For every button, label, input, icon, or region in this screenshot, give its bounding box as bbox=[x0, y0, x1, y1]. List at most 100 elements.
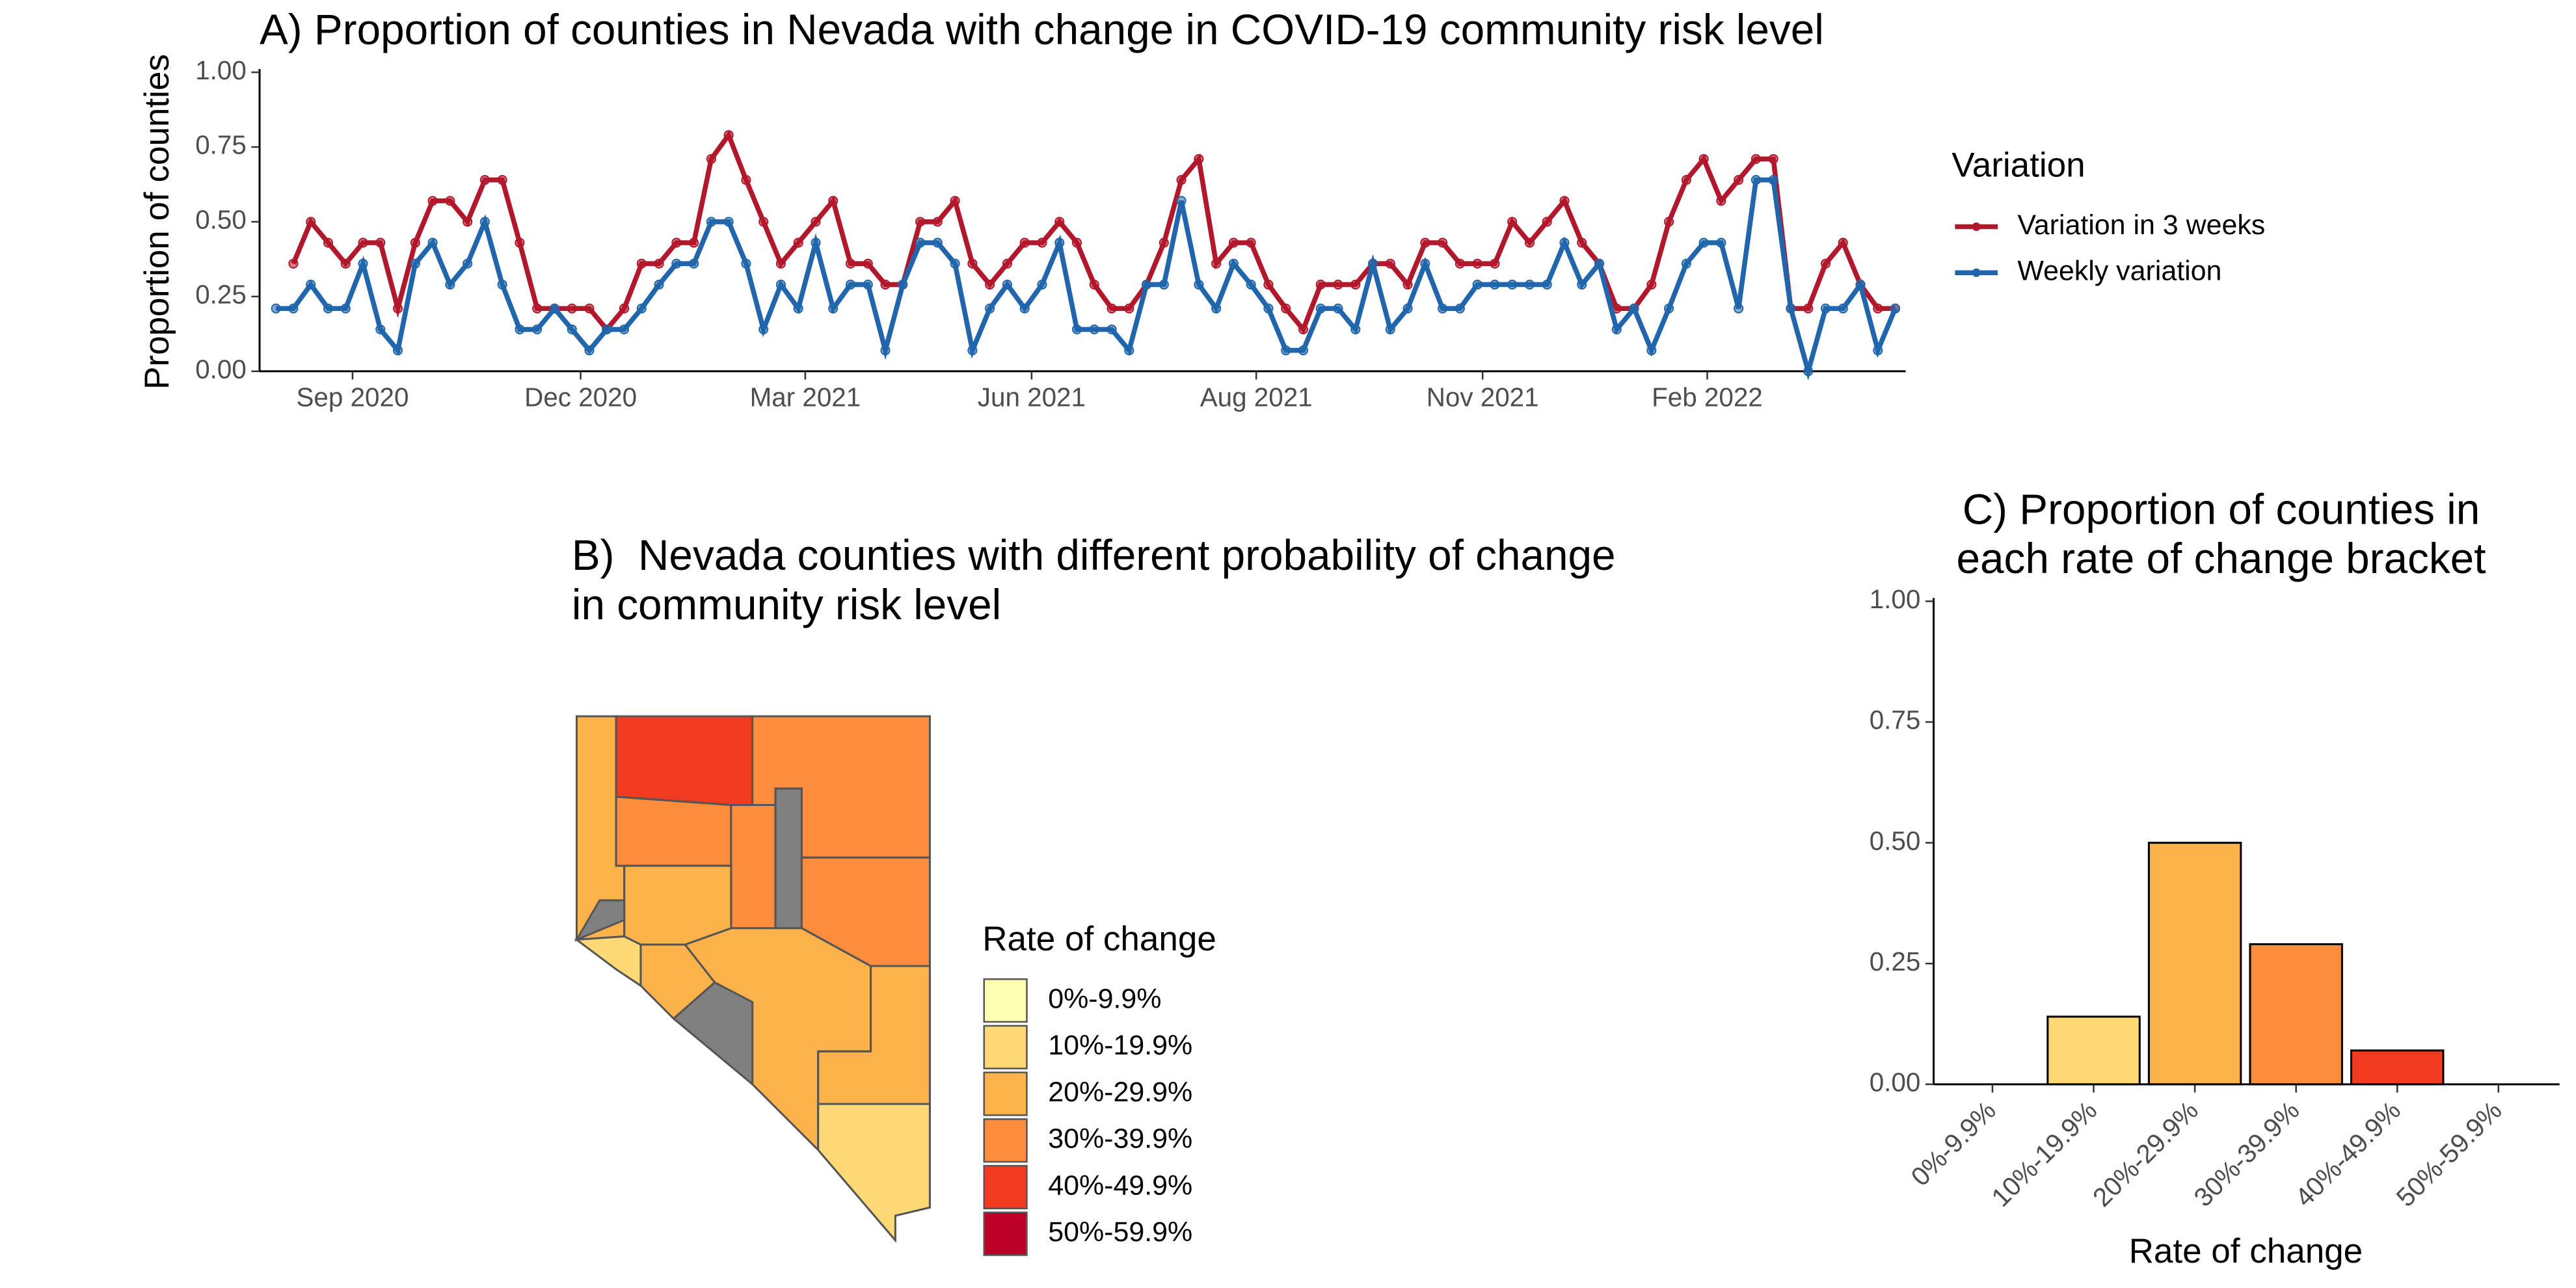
data-point bbox=[758, 324, 769, 334]
data-point bbox=[1838, 303, 1848, 314]
tick-label: Mar 2021 bbox=[750, 382, 861, 412]
x-tick-label: 30%-39.9% bbox=[2188, 1095, 2305, 1213]
data-point bbox=[1385, 258, 1395, 269]
county bbox=[574, 899, 626, 942]
county bbox=[730, 803, 777, 930]
data-point bbox=[567, 324, 577, 334]
data-point bbox=[828, 303, 839, 314]
data-point bbox=[288, 303, 299, 314]
data-point bbox=[1438, 303, 1448, 314]
data-point bbox=[1820, 303, 1831, 314]
data-point bbox=[1646, 279, 1657, 290]
tick-label: 0.75 bbox=[1870, 705, 1921, 735]
data-point bbox=[863, 258, 873, 269]
tick-label: 0.25 bbox=[195, 280, 247, 310]
data-point bbox=[723, 217, 734, 227]
legend-swatch bbox=[983, 1071, 1028, 1116]
tick-label: 0.00 bbox=[1870, 1067, 1921, 1097]
data-point bbox=[1524, 237, 1535, 248]
data-point bbox=[1194, 154, 1204, 164]
chart-title: C) Proportion of counties in bbox=[1963, 485, 2480, 533]
data-point bbox=[567, 303, 577, 314]
data-point bbox=[932, 237, 943, 248]
data-point bbox=[1194, 279, 1204, 290]
data-point bbox=[1559, 196, 1570, 206]
data-point bbox=[1698, 237, 1709, 248]
legend-swatch bbox=[983, 1025, 1028, 1069]
data-point bbox=[811, 217, 821, 227]
data-point bbox=[1594, 258, 1605, 269]
data-point bbox=[619, 324, 630, 334]
tick-label: 1.00 bbox=[1870, 584, 1921, 614]
data-point bbox=[1855, 279, 1866, 290]
data-point bbox=[758, 217, 769, 227]
data-point bbox=[463, 217, 473, 227]
data-point bbox=[1124, 303, 1134, 314]
data-point bbox=[1037, 279, 1047, 290]
data-point bbox=[950, 258, 960, 269]
data-point bbox=[392, 303, 403, 314]
data-point bbox=[1176, 175, 1187, 185]
legend-label: 20%-29.9% bbox=[1048, 1077, 1192, 1108]
data-point bbox=[1559, 237, 1570, 248]
legend-label: 10%-19.9% bbox=[1048, 1030, 1192, 1061]
data-point bbox=[1159, 279, 1169, 290]
data-point bbox=[1263, 303, 1274, 314]
data-point bbox=[1246, 279, 1256, 290]
tick-label: 0.75 bbox=[195, 130, 247, 160]
tick-label: 0.50 bbox=[195, 205, 247, 235]
data-point bbox=[845, 279, 856, 290]
data-point bbox=[636, 303, 647, 314]
data-point bbox=[584, 303, 595, 314]
data-point bbox=[654, 279, 664, 290]
x-tick-label: 50%-59.9% bbox=[2391, 1095, 2508, 1213]
data-point bbox=[1681, 258, 1691, 269]
x-tick-label: 0%-9.9% bbox=[1905, 1095, 2001, 1192]
legend-label: 0%-9.9% bbox=[1048, 983, 1161, 1014]
data-point bbox=[1716, 196, 1726, 206]
data-point bbox=[793, 237, 803, 248]
data-point bbox=[1350, 279, 1361, 290]
data-point bbox=[689, 237, 699, 248]
data-point bbox=[1768, 175, 1778, 185]
data-point bbox=[915, 237, 926, 248]
data-point bbox=[323, 237, 334, 248]
data-point bbox=[671, 237, 682, 248]
x-tick-label: 10%-19.9% bbox=[1985, 1095, 2102, 1213]
data-point bbox=[1420, 237, 1430, 248]
series-line bbox=[291, 129, 1896, 334]
data-point bbox=[1002, 258, 1012, 269]
data-point bbox=[932, 217, 943, 227]
legend-swatch bbox=[983, 1164, 1028, 1210]
data-point bbox=[1281, 345, 1291, 356]
data-point bbox=[375, 237, 386, 248]
county bbox=[615, 796, 732, 867]
legend-label: 30%-39.9% bbox=[1048, 1123, 1192, 1155]
data-point bbox=[1490, 258, 1500, 269]
bar bbox=[2147, 842, 2242, 1086]
data-point bbox=[1071, 324, 1082, 334]
tick-label: 0.00 bbox=[195, 354, 247, 384]
data-point bbox=[271, 303, 281, 314]
nevada-map bbox=[574, 715, 931, 1243]
data-point bbox=[306, 279, 316, 290]
county bbox=[574, 935, 642, 988]
legend-label: 50%-59.9% bbox=[1048, 1216, 1192, 1248]
data-point bbox=[1734, 175, 1744, 185]
data-point bbox=[584, 345, 595, 356]
data-point bbox=[1124, 345, 1134, 356]
data-point bbox=[427, 237, 438, 248]
chart-title: each rate of change bracket bbox=[1957, 535, 2486, 582]
data-point bbox=[1524, 279, 1535, 290]
data-point bbox=[654, 258, 664, 269]
county bbox=[774, 787, 803, 930]
data-point bbox=[1577, 237, 1587, 248]
tick-label: 0.25 bbox=[1870, 946, 1921, 976]
data-point bbox=[1176, 196, 1187, 206]
tick-label: 0.50 bbox=[1870, 825, 1921, 855]
tick-label: Sep 2020 bbox=[296, 382, 409, 412]
data-point bbox=[967, 258, 978, 269]
data-point bbox=[1402, 303, 1413, 314]
x-axis-title: Rate of change bbox=[2129, 1232, 2363, 1270]
